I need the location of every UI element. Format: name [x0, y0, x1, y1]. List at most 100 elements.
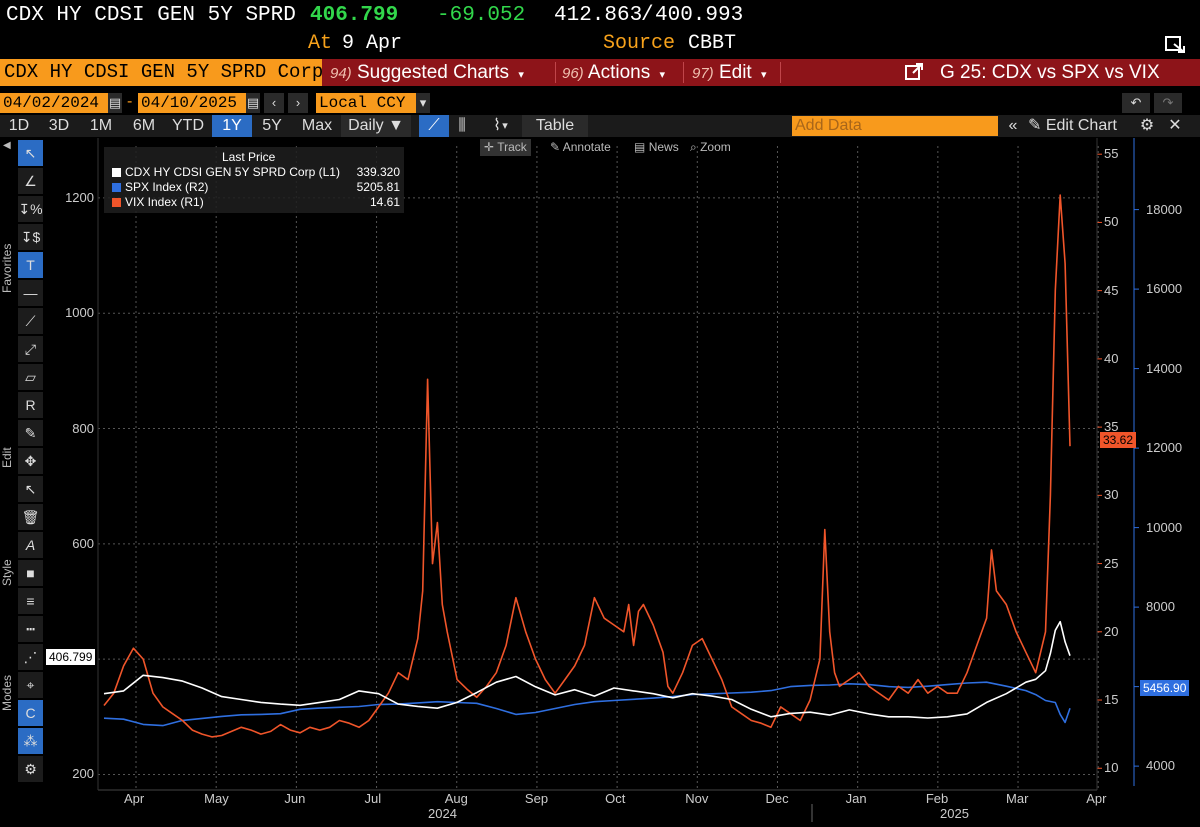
- range-6m[interactable]: 6M: [132, 117, 156, 134]
- news-tool[interactable]: ▤ News: [630, 139, 683, 156]
- undo-icon[interactable]: ↶: [1122, 93, 1150, 113]
- x-tick-label: Apr: [124, 791, 145, 806]
- collapse-icon[interactable]: «: [1008, 117, 1018, 134]
- pencil-icon: ✎: [550, 140, 561, 154]
- period-select[interactable]: Daily ▼: [341, 115, 411, 137]
- legend-value: 5205.81: [356, 180, 400, 194]
- left-axis-tick: 1200: [65, 189, 94, 205]
- chevron-right-icon[interactable]: ›: [288, 93, 308, 113]
- right2-axis-tick: 4000: [1146, 758, 1175, 774]
- ray-tool-icon[interactable]: ⤢: [18, 336, 43, 363]
- legend-name: CDX HY CDSI GEN 5Y SPRD Corp (L1): [125, 165, 340, 179]
- chart-area[interactable]: [0, 138, 1200, 827]
- expand-arrow-icon[interactable]: ◀: [3, 140, 11, 151]
- edit-chart-label: Edit Chart: [1045, 117, 1117, 134]
- edit-label: Edit: [718, 62, 752, 83]
- range-1y[interactable]: 1Y: [212, 115, 252, 137]
- pencil-icon[interactable]: ✎: [18, 420, 43, 447]
- edit-chart-button[interactable]: ✎ Edit Chart: [1028, 115, 1128, 137]
- horizontal-line-icon[interactable]: —: [18, 280, 43, 307]
- track-tool[interactable]: ✛ Track: [480, 139, 531, 156]
- x-tick-label: Jun: [284, 791, 306, 806]
- legend-item-cdx[interactable]: CDX HY CDSI GEN 5Y SPRD Corp (L1) 339.32…: [112, 165, 400, 180]
- candlestick-icon[interactable]: ⫼: [458, 117, 466, 134]
- actions-menu[interactable]: 96) Actions ▾: [562, 62, 666, 83]
- add-data-placeholder: Add Data: [795, 117, 862, 134]
- range-3d[interactable]: 3D: [48, 117, 70, 134]
- crosshair-icon[interactable]: ⌖: [18, 672, 43, 699]
- gear-icon[interactable]: ⚙: [18, 756, 43, 783]
- chevron-down-icon[interactable]: ▾: [416, 93, 430, 113]
- line-width-icon[interactable]: ≡: [18, 588, 43, 615]
- color-circles-icon[interactable]: ⁂: [18, 728, 43, 755]
- end-date-field[interactable]: 04/10/2025: [138, 93, 246, 113]
- add-data-input[interactable]: Add Data: [792, 116, 998, 136]
- legend-swatch: [112, 183, 121, 192]
- trendline-icon[interactable]: ∠: [18, 168, 43, 195]
- popout-icon[interactable]: [1164, 34, 1188, 54]
- legend-header: Last Price: [222, 150, 276, 164]
- legend-item-spx[interactable]: SPX Index (R2) 5205.81: [112, 180, 400, 195]
- dotted-line-icon[interactable]: ⋰: [18, 644, 43, 671]
- edit-menu[interactable]: 97) Edit ▾: [692, 62, 767, 83]
- range-1m[interactable]: 1M: [89, 117, 113, 134]
- left-axis-tick: 800: [72, 420, 94, 436]
- chevron-left-icon[interactable]: ‹: [264, 93, 284, 113]
- security-field[interactable]: CDX HY CDSI GEN 5Y SPRD Corp: [0, 59, 323, 86]
- right1-axis-tick: 45: [1104, 282, 1119, 298]
- tools-icon[interactable]: ✕: [1168, 117, 1182, 134]
- chevron-down-icon[interactable]: ▾: [502, 120, 508, 132]
- line-style-icon[interactable]: ┅: [18, 616, 43, 643]
- left-axis-tick: 1000: [65, 305, 94, 321]
- move-icon[interactable]: ✥: [18, 448, 43, 475]
- trash-icon[interactable]: 🗑: [18, 504, 43, 531]
- legend-item-vix[interactable]: VIX Index (R1) 14.61: [112, 195, 400, 210]
- select-plus-icon[interactable]: ↖: [18, 476, 43, 503]
- currency-select[interactable]: Local CCY: [316, 93, 416, 113]
- right1-axis-tick: 25: [1104, 555, 1119, 571]
- zoom-tool[interactable]: ⌕ Zoom: [686, 139, 735, 156]
- chevron-down-icon: ▾: [659, 69, 666, 81]
- range-1d[interactable]: 1D: [8, 117, 30, 134]
- retracement-tool-icon[interactable]: R: [18, 392, 43, 419]
- suggested-charts-menu[interactable]: 94) Suggested Charts ▾: [330, 62, 524, 83]
- actions-label: Actions: [587, 62, 651, 83]
- text-tool-icon[interactable]: T: [18, 252, 43, 279]
- chart-settings-icon[interactable]: ⚙: [1139, 117, 1155, 134]
- cursor-icon[interactable]: ↖: [18, 140, 43, 167]
- right2-axis-tick: 12000: [1146, 440, 1183, 456]
- calendar-icon[interactable]: ▤: [246, 93, 260, 113]
- right1-axis-tick: 50: [1104, 214, 1119, 230]
- range-5y[interactable]: 5Y: [262, 117, 282, 134]
- at-label: At: [308, 32, 333, 55]
- divider: [683, 62, 684, 83]
- spx-last-price-label: 5456.90: [1140, 680, 1190, 696]
- redo-icon[interactable]: ↷: [1154, 93, 1182, 113]
- range-ytd[interactable]: YTD: [172, 117, 204, 134]
- search-icon: ⌕: [690, 140, 697, 154]
- right1-axis-tick: 55: [1104, 146, 1119, 162]
- external-link-icon[interactable]: [904, 59, 924, 86]
- title-bar: CDX HY CDSI GEN 5Y SPRD Corp 94) Suggest…: [0, 59, 1200, 86]
- right1-axis-tick: 30: [1104, 487, 1119, 503]
- fill-color-icon[interactable]: ■: [18, 560, 43, 587]
- line-tool-icon[interactable]: ⟋: [18, 308, 43, 335]
- percent-tool-icon[interactable]: ↧%: [18, 196, 43, 223]
- x-tick-label: Oct: [605, 791, 626, 806]
- magnet-icon[interactable]: C: [18, 700, 43, 727]
- table-button[interactable]: Table: [522, 115, 588, 137]
- x-tick-label: Apr: [1086, 791, 1107, 806]
- calendar-icon[interactable]: ▤: [108, 93, 122, 113]
- line-chart-icon[interactable]: ⟋: [419, 115, 449, 137]
- channel-tool-icon[interactable]: ▱: [18, 364, 43, 391]
- start-date-field[interactable]: 04/02/2024: [0, 93, 108, 113]
- chart-type-icon[interactable]: ⌇: [493, 117, 501, 134]
- dollar-tool-icon[interactable]: ↧$: [18, 224, 43, 251]
- right1-axis-tick: 40: [1104, 350, 1119, 366]
- zoom-label: Zoom: [700, 140, 731, 154]
- left-axis-tick: 200: [72, 766, 94, 782]
- annotate-tool[interactable]: ✎ Annotate: [546, 139, 615, 156]
- font-icon[interactable]: A: [18, 532, 43, 559]
- range-max[interactable]: Max: [301, 117, 333, 134]
- chevron-down-icon: ▾: [761, 69, 767, 81]
